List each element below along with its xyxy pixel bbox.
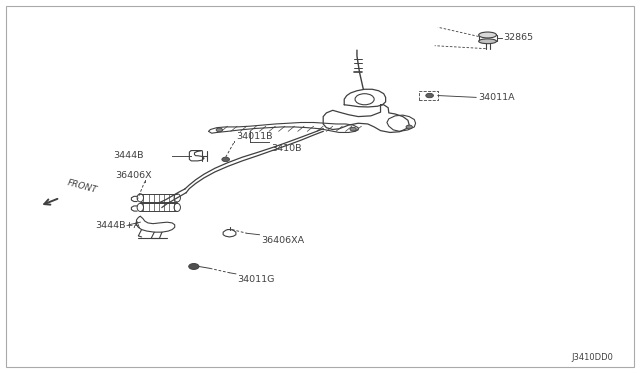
Circle shape (222, 157, 230, 161)
Text: 34011A: 34011A (478, 93, 515, 102)
Ellipse shape (479, 39, 497, 44)
Text: 3444B+A: 3444B+A (96, 221, 141, 230)
Circle shape (350, 127, 356, 131)
Text: 3410B: 3410B (271, 144, 301, 153)
Text: J3410DD0: J3410DD0 (572, 353, 613, 362)
Text: 3444B: 3444B (113, 151, 143, 160)
Text: 34011B: 34011B (236, 132, 273, 141)
Circle shape (426, 93, 433, 98)
Circle shape (216, 128, 223, 132)
Text: FRONT: FRONT (67, 178, 99, 195)
Text: 36406X: 36406X (115, 171, 152, 180)
Ellipse shape (479, 32, 497, 38)
Circle shape (189, 263, 199, 269)
Text: 32865: 32865 (503, 33, 533, 42)
Circle shape (406, 125, 412, 129)
Text: 34011G: 34011G (237, 275, 275, 283)
Text: 36406XA: 36406XA (261, 236, 305, 245)
